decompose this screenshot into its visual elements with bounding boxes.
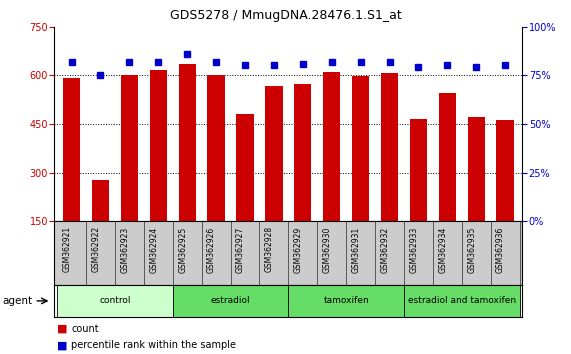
Text: count: count	[71, 324, 99, 333]
Text: estradiol: estradiol	[211, 296, 250, 306]
Text: GSM362930: GSM362930	[323, 226, 332, 273]
Text: control: control	[99, 296, 131, 306]
Text: GSM362923: GSM362923	[120, 226, 130, 273]
Bar	[323, 72, 340, 221]
Text: GSM362934: GSM362934	[439, 226, 447, 273]
Bar	[63, 79, 81, 221]
Bar	[266, 86, 283, 221]
Text: GSM362922: GSM362922	[91, 226, 100, 273]
Text: GSM362933: GSM362933	[409, 226, 419, 273]
Text: GSM362926: GSM362926	[207, 226, 216, 273]
Bar	[236, 114, 254, 221]
Bar	[439, 93, 456, 221]
Bar	[288, 285, 404, 317]
Bar	[179, 64, 196, 221]
Text: ■: ■	[57, 324, 67, 333]
Text: agent: agent	[3, 296, 33, 306]
Text: GSM362932: GSM362932	[380, 226, 389, 273]
Bar	[120, 75, 138, 221]
Bar	[207, 75, 225, 221]
Text: percentile rank within the sample: percentile rank within the sample	[71, 340, 236, 350]
Bar	[404, 285, 520, 317]
Bar	[410, 119, 427, 221]
Text: GSM362921: GSM362921	[63, 226, 71, 273]
Text: GSM362925: GSM362925	[178, 226, 187, 273]
Text: GSM362924: GSM362924	[149, 226, 158, 273]
Bar	[92, 180, 109, 221]
Bar	[57, 285, 173, 317]
Bar	[173, 285, 288, 317]
Bar	[381, 73, 398, 221]
Text: GSM362929: GSM362929	[294, 226, 303, 273]
Bar	[496, 120, 514, 221]
Text: GSM362936: GSM362936	[496, 226, 505, 273]
Bar	[468, 118, 485, 221]
Text: ■: ■	[57, 340, 67, 350]
Text: GSM362927: GSM362927	[236, 226, 245, 273]
Text: tamoxifen: tamoxifen	[323, 296, 369, 306]
Text: GSM362931: GSM362931	[352, 226, 361, 273]
Text: GSM362928: GSM362928	[265, 226, 274, 273]
Bar	[352, 76, 369, 221]
Text: GSM362935: GSM362935	[467, 226, 476, 273]
Text: estradiol and tamoxifen: estradiol and tamoxifen	[408, 296, 516, 306]
Text: GDS5278 / MmugDNA.28476.1.S1_at: GDS5278 / MmugDNA.28476.1.S1_at	[170, 9, 401, 22]
Bar	[150, 70, 167, 221]
Bar	[294, 84, 311, 221]
